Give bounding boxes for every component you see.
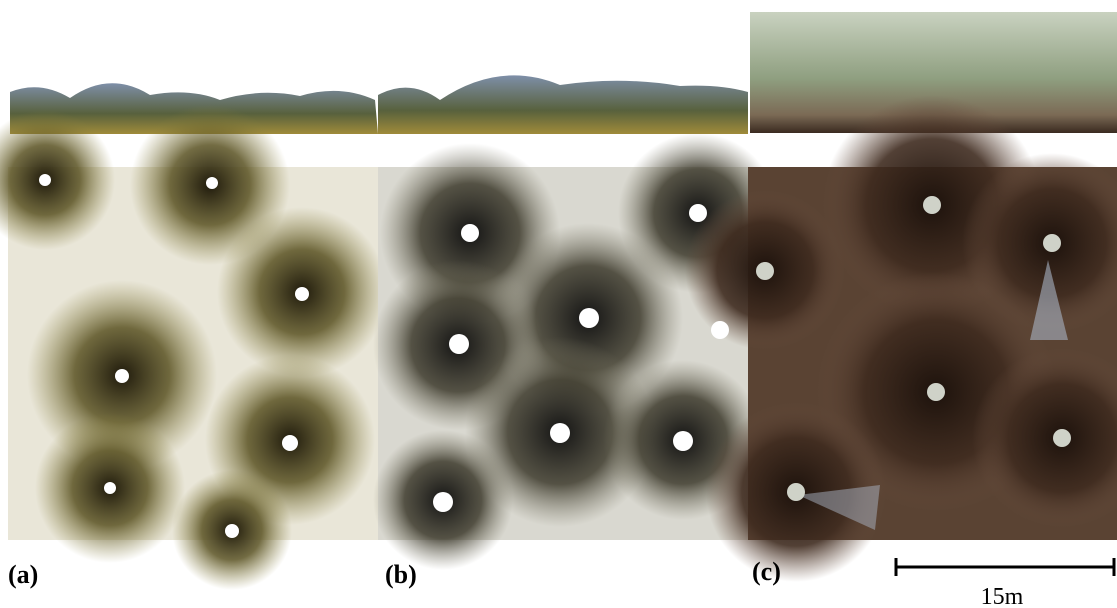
scan-position [1053,429,1071,447]
scan-position [689,204,707,222]
scan-position [550,423,570,443]
scan-position [927,383,945,401]
scan-position [787,483,805,501]
scan-position [449,334,469,354]
scan-position [115,369,129,383]
scan-position [1043,234,1061,252]
figure: (a) (b) (c) 15m [0,0,1117,608]
side-view-b [378,75,748,134]
scan-position [282,435,298,451]
scan-position [673,431,693,451]
scan-position [206,177,218,189]
scan-position [39,174,51,186]
scan-position [711,321,729,339]
panel-label: (a) [8,560,38,589]
scan-position [923,196,941,214]
scan-position [295,287,309,301]
scan-position [433,492,453,512]
scale-bar-label: 15m [981,584,1024,608]
panel-label: (b) [385,560,417,589]
scan-position [104,482,116,494]
scan-position [579,308,599,328]
scan-position [225,524,239,538]
panel-label: (c) [752,557,781,586]
page: {"panels": [{"label": "(a)"}, {"label": … [0,0,1117,608]
scale-bar [896,558,1114,576]
scan-position [756,262,774,280]
scan-position [461,224,479,242]
